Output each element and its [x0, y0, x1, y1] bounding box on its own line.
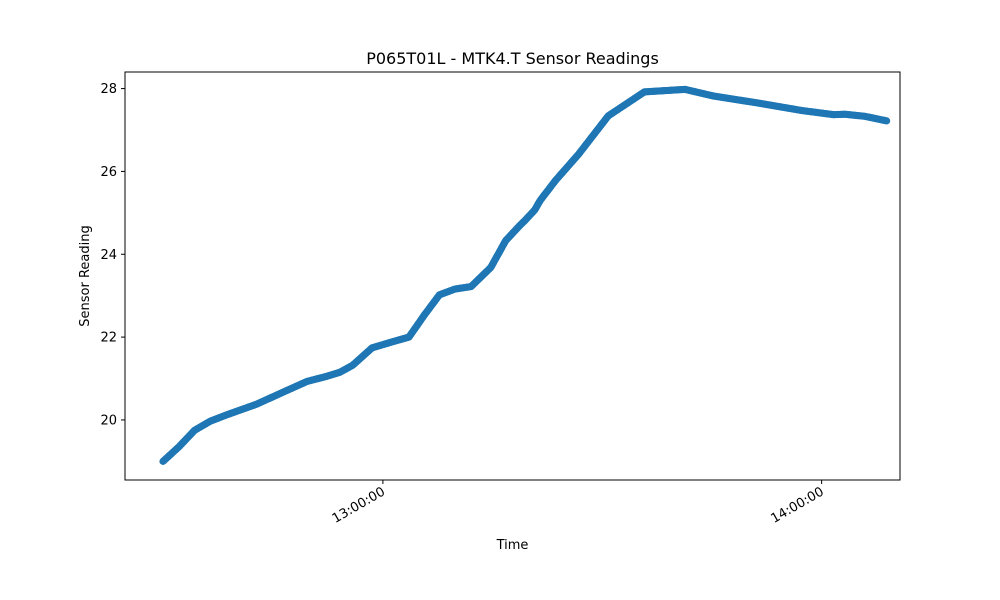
y-tick-label: 22 — [100, 331, 117, 346]
chart-title: P065T01L - MTK4.T Sensor Readings — [366, 49, 659, 68]
y-tick-label: 26 — [100, 165, 117, 180]
y-tick-label: 24 — [100, 248, 117, 263]
data-marks — [159, 85, 891, 465]
data-point — [882, 117, 891, 125]
x-axis-label: Time — [496, 538, 529, 553]
y-tick-label: 20 — [100, 413, 117, 428]
plot-frame — [124, 71, 901, 481]
y-tick-label: 28 — [100, 82, 117, 97]
y-axis-label: Sensor Reading — [78, 225, 93, 326]
series-sensor-readings — [159, 85, 891, 465]
